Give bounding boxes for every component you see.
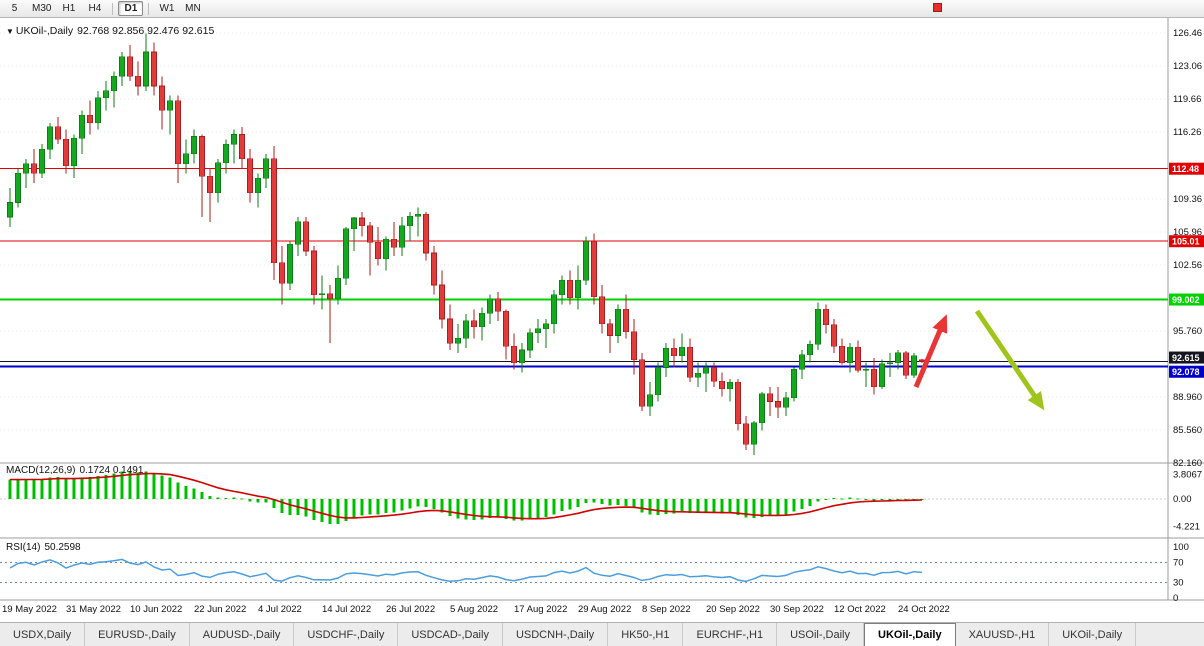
date-label: 17 Aug 2022	[514, 604, 567, 615]
rsi-name: RSI(14)	[6, 542, 41, 553]
date-label: 10 Jun 2022	[130, 604, 182, 615]
price-level-badge	[1169, 162, 1204, 175]
chart-symbol-period: UKOil-,Daily	[15, 25, 74, 37]
timeframe-h4[interactable]: H4	[88, 3, 102, 14]
price-tick-label: 116.26	[1173, 127, 1201, 138]
date-label: 12 Oct 2022	[834, 604, 886, 615]
price-level-label: 92.078	[1172, 367, 1200, 377]
date-label: 22 Jun 2022	[194, 604, 246, 615]
macd-panel: 3.8067 0.00 -4.221	[0, 469, 1202, 532]
symbol-tab-bar: USDX,Daily EURUSD-,Daily AUDUSD-,Daily USDC…	[0, 622, 1204, 646]
macd-axis-label: 3.8067	[1173, 469, 1202, 480]
rsi-axis-label: 70	[1173, 557, 1184, 568]
rsi-axis-label: 0	[1173, 593, 1178, 604]
date-label: 14 Jul 2022	[322, 604, 371, 615]
date-label: 24 Oct 2022	[898, 604, 950, 615]
timeframe-mn[interactable]: MN	[185, 3, 201, 14]
timeframe-buttons: 5 M30 H1 H4 D1 W1 MN	[2, 1, 205, 16]
chart-canvas[interactable]: 126.46 123.06 119.66 116.26 109.36 105.96 102.…	[0, 18, 1204, 622]
rsi-indicator-label: RSI(14) 50.2598	[6, 542, 85, 553]
rsi-axis-label: 100	[1173, 542, 1189, 553]
price-tick-label: 123.06	[1173, 61, 1202, 72]
price-tick-label: 102.56	[1173, 260, 1202, 271]
date-label: 29 Aug 2022	[578, 604, 631, 615]
date-axis[interactable]: 19 May 2022 31 May 2022 10 Jun 2022 22 Jun …	[2, 604, 950, 615]
collapse-icon[interactable]: ▼	[6, 27, 14, 36]
tab-audusd-daily[interactable]: AUDUSD-,Daily	[190, 623, 295, 646]
rsi-panel: 100 70 30 0	[0, 542, 1189, 604]
date-label: 31 May 2022	[66, 604, 121, 615]
macd-indicator-label: MACD(12,26,9) 0.1724 0.1491	[6, 465, 147, 476]
tab-ukoil-daily[interactable]: UKOil-,Daily	[1049, 623, 1137, 646]
alert-marker-icon[interactable]	[933, 3, 942, 12]
price-level-label: 92.615	[1172, 353, 1200, 363]
price-tick-label: 95.760	[1173, 326, 1202, 337]
up-arrow-annotation[interactable]	[913, 314, 948, 388]
tab-usdcnh-daily[interactable]: USDCNH-,Daily	[503, 623, 609, 646]
timeframe-toolbar: 5 M30 H1 H4 D1 W1 MN	[0, 0, 1204, 18]
price-level-label: 112.48	[1172, 164, 1199, 174]
price-level-badge	[1169, 351, 1204, 364]
tab-eurchf-h1[interactable]: EURCHF-,H1	[683, 623, 778, 646]
candles	[7, 33, 925, 455]
timeframe-h1[interactable]: H1	[62, 3, 76, 14]
timeframe-m30[interactable]: M30	[32, 3, 52, 14]
rsi-line	[9, 558, 923, 583]
chart-ohlc-values: 92.768 92.856 92.476 92.615	[77, 25, 215, 37]
tab-usdcad-daily[interactable]: USDCAD-,Daily	[398, 623, 503, 646]
price-tick-label: 109.36	[1173, 194, 1202, 205]
rsi-axis-label: 30	[1173, 578, 1184, 589]
tab-usdx-daily[interactable]: USDX,Daily	[0, 623, 86, 646]
tab-usoil-daily[interactable]: USOil-,Daily	[777, 623, 865, 646]
price-axis[interactable]: 126.46 123.06 119.66 116.26 109.36 105.96 102.…	[1169, 28, 1204, 469]
panel-separators	[0, 18, 1204, 601]
chart-title: ▼ UKOil-,Daily 92.768 92.856 92.476 92.615	[6, 25, 218, 37]
price-tick-label: 105.96	[1173, 227, 1202, 238]
price-tick-label: 126.46	[1173, 28, 1202, 39]
date-label: 20 Sep 2022	[706, 604, 760, 615]
macd-values: 0.1724 0.1491	[79, 465, 144, 476]
tab-eurusd-daily[interactable]: EURUSD-,Daily	[85, 623, 190, 646]
date-label: 30 Sep 2022	[770, 604, 824, 615]
rsi-value: 50.2598	[44, 542, 81, 553]
date-label: 19 May 2022	[2, 604, 57, 615]
price-tick-label: 88.960	[1173, 392, 1202, 403]
date-label: 4 Jul 2022	[258, 604, 302, 615]
price-level-badge	[1169, 365, 1204, 378]
price-level-lines[interactable]	[0, 168, 1168, 368]
price-tick-label: 82.160	[1173, 458, 1202, 469]
price-level-badge	[1169, 235, 1204, 248]
macd-axis-label: 0.00	[1173, 494, 1192, 505]
date-label: 5 Aug 2022	[450, 604, 498, 615]
down-arrow-annotation[interactable]	[974, 309, 1045, 411]
timeframe-d1[interactable]: D1	[118, 1, 144, 16]
price-tick-label: 119.66	[1173, 94, 1201, 105]
toolbar-separator	[148, 2, 150, 15]
tab-usdchf-daily[interactable]: USDCHF-,Daily	[294, 623, 399, 646]
date-label: 26 Jul 2022	[386, 604, 435, 615]
price-level-badge	[1169, 293, 1204, 306]
timeframe-w1[interactable]: W1	[159, 3, 175, 14]
tab-hk50-h1[interactable]: HK50-,H1	[608, 623, 684, 646]
date-label: 8 Sep 2022	[642, 604, 691, 615]
timeframe-5[interactable]: 5	[11, 3, 18, 14]
toolbar-separator	[112, 2, 114, 15]
tab-xauusd-h1[interactable]: XAUUSD-,H1	[956, 623, 1050, 646]
price-level-label: 105.01	[1172, 237, 1200, 247]
tab-ukoil-daily[interactable]: UKOil-,Daily	[864, 623, 956, 646]
price-level-label: 99.002	[1172, 295, 1200, 305]
price-tick-label: 85.560	[1173, 425, 1202, 436]
macd-name: MACD(12,26,9)	[6, 465, 76, 476]
macd-axis-label: -4.221	[1173, 521, 1200, 532]
macd-signal-line	[9, 472, 923, 520]
